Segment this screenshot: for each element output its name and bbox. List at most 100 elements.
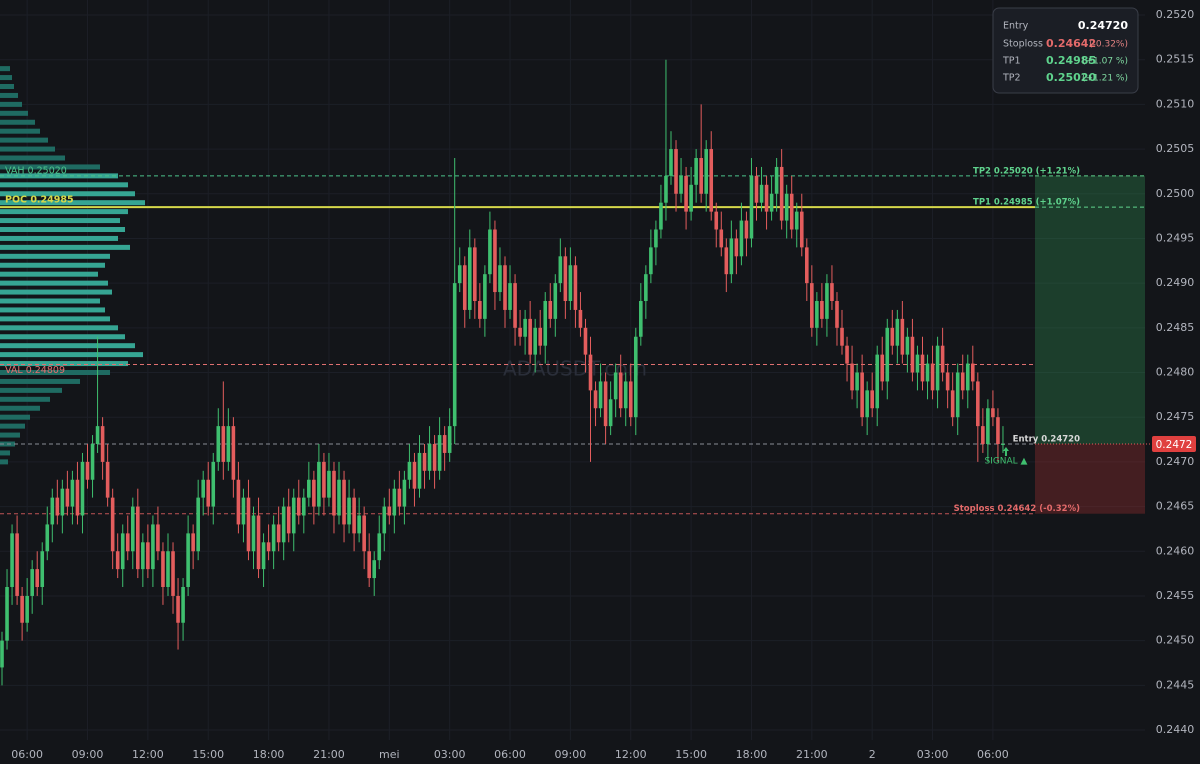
candle-body	[764, 184, 769, 212]
profile-bar	[0, 280, 108, 286]
candle-body	[312, 479, 316, 507]
candle-body	[578, 309, 583, 328]
candle-body	[799, 211, 804, 248]
candle-body	[508, 283, 512, 310]
candle-body	[1001, 444, 1005, 445]
candle-body	[271, 524, 276, 552]
candle-body	[749, 175, 754, 239]
candle-body	[20, 595, 24, 623]
candle-body	[794, 211, 799, 230]
candle-body	[478, 301, 482, 319]
signal-arrow	[1002, 447, 1009, 456]
candle-body	[392, 488, 397, 516]
profile-bar	[0, 450, 10, 456]
candle-body	[130, 506, 135, 552]
candle-body	[226, 426, 231, 462]
candle-body	[166, 551, 170, 587]
candle-body	[50, 497, 55, 525]
candle-body	[845, 345, 849, 364]
candle-body	[608, 399, 613, 427]
candle-body	[60, 488, 65, 516]
candle-body	[664, 175, 668, 203]
profile-bar	[0, 244, 130, 250]
profile-bar	[0, 235, 118, 241]
candle-body	[850, 363, 854, 391]
y-tick-label: 0.2520	[1156, 8, 1195, 21]
candle-body	[996, 417, 1000, 444]
candle-body	[302, 497, 306, 516]
candle-body	[573, 265, 578, 310]
x-tick-label: 12:00	[132, 748, 164, 761]
profile-bar	[0, 253, 110, 259]
profile-bar	[0, 262, 105, 268]
axes: 0.2520 0.2515 0.2510 0.2505 0.2500 0.2495 0.24…	[11, 8, 1196, 761]
candle-body	[120, 533, 125, 570]
candle-body	[266, 542, 271, 552]
candle-body	[317, 461, 321, 507]
candle-body	[895, 318, 900, 346]
profile-bar	[0, 137, 48, 143]
x-tick-label: 18:00	[736, 748, 768, 761]
candle-body	[689, 184, 693, 212]
candle-body	[291, 497, 296, 534]
x-tick-label: 21:00	[796, 748, 828, 761]
profile-bar	[0, 66, 10, 72]
candle-body	[407, 461, 412, 480]
candle-body	[603, 381, 608, 427]
info-key: TP1	[1002, 56, 1021, 67]
profile-bar	[0, 155, 65, 161]
candle-body	[965, 363, 970, 391]
profile-bar	[0, 75, 12, 81]
y-tick-label: 0.2510	[1156, 97, 1195, 110]
candle-body	[493, 229, 497, 293]
candle-body	[649, 247, 653, 275]
candle-body	[80, 461, 85, 516]
candle-body	[815, 301, 819, 328]
candle-body	[840, 327, 844, 346]
info-change: (+1.07 %)	[1082, 57, 1128, 67]
profile-bar	[0, 191, 135, 197]
profile-bar	[0, 101, 22, 107]
candle-body	[986, 408, 990, 444]
candle-body	[784, 193, 789, 221]
candle-body	[890, 327, 895, 346]
candle-body	[261, 542, 266, 570]
info-box-frame	[992, 7, 1139, 94]
profile-bar	[0, 405, 40, 411]
candle-body	[729, 238, 734, 275]
candle-body	[483, 274, 487, 319]
candle-body	[231, 426, 236, 480]
candle-body	[679, 175, 683, 194]
info-box: Entry 0.24720 Stoploss 0.24642 (-0.32%) …	[992, 7, 1139, 94]
candle-body	[910, 336, 915, 373]
profile-bar	[0, 84, 14, 89]
candle-body	[75, 479, 80, 516]
candle-body	[25, 595, 29, 623]
candle-body	[704, 149, 708, 194]
profile-bar	[0, 110, 28, 116]
x-tick-label: 12:00	[615, 748, 647, 761]
x-tick-label: 18:00	[253, 748, 285, 761]
candle-body	[930, 363, 935, 391]
candle-body	[201, 479, 205, 498]
candle-body	[563, 256, 568, 301]
x-tick-label: 2	[869, 748, 876, 761]
candle-body	[90, 444, 95, 480]
candle-body	[976, 381, 980, 427]
profile-bar	[0, 289, 112, 295]
candle-body	[105, 461, 110, 498]
candle-body	[100, 426, 105, 462]
labels: VAH 0.25020 POC 0.24985 VAL 0.24809 TP2 0.2…	[5, 165, 1080, 514]
candle-body	[945, 372, 950, 391]
candle-body	[518, 327, 522, 337]
candle-body	[875, 354, 880, 409]
candle-body	[955, 372, 960, 418]
y-tick-label: 0.2505	[1156, 142, 1195, 155]
candle-body	[810, 283, 814, 328]
candle-body	[900, 318, 905, 355]
candle-body	[543, 301, 548, 346]
candle-body	[337, 479, 341, 516]
volume-profile	[0, 66, 145, 465]
candle-body	[820, 301, 824, 319]
